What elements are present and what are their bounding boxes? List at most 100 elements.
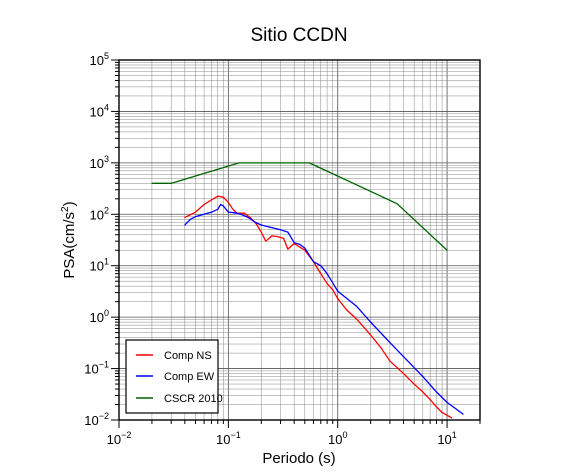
data-point-comp-ns [370, 334, 372, 336]
y-tick-label-base: 10 [90, 53, 104, 68]
data-point-comp-ns [320, 273, 322, 275]
data-point-cscr-2010 [238, 162, 240, 164]
y-tick-label-exponent: 5 [104, 51, 109, 61]
data-point-comp-ew [217, 208, 219, 210]
data-point-comp-ew [304, 247, 306, 249]
series-line-comp-ns [184, 195, 452, 419]
data-point-comp-ew [402, 356, 405, 358]
data-point-comp-ew [220, 203, 222, 206]
y-tick-label-base: 10 [84, 362, 98, 377]
data-point-cscr-2010 [396, 203, 398, 205]
data-point-comp-ns [217, 195, 219, 197]
data-point-comp-ns [222, 196, 224, 198]
data-point-comp-ns [441, 411, 443, 414]
data-point-comp-ew [271, 227, 273, 229]
x-tick-label-exponent: −1 [230, 430, 240, 440]
y-tick-label-base: 10 [90, 207, 104, 222]
data-point-comp-ns [299, 246, 301, 248]
series-comp-ns [184, 195, 453, 419]
x-tick-label-base: 10 [437, 432, 451, 447]
data-point-comp-ew [247, 216, 249, 218]
data-point-comp-ew [370, 321, 372, 323]
y-tick-label: 104 [90, 102, 109, 119]
data-point-comp-ns [402, 372, 405, 375]
axis-ticks [111, 59, 481, 428]
data-point-comp-ew [255, 222, 257, 224]
data-point-comp-ns [210, 199, 213, 201]
data-point-comp-ew [184, 224, 186, 226]
data-point-comp-ns [435, 406, 438, 408]
data-point-comp-ns [276, 235, 278, 238]
chart-title: Sitio CCDN [250, 25, 347, 46]
x-tick-label-base: 10 [107, 432, 121, 447]
y-tick-label-exponent: 3 [104, 154, 109, 164]
data-point-comp-ns [243, 212, 245, 214]
y-tick-label: 105 [90, 51, 109, 68]
data-point-comp-ns [451, 417, 453, 419]
data-point-comp-ew [203, 213, 205, 215]
y-tick-label-exponent: 1 [104, 257, 109, 267]
legend-label-comp-ns: Comp NS [164, 350, 212, 362]
data-point-comp-ns [332, 289, 334, 291]
data-point-comp-ew [389, 341, 391, 344]
plot-frame [118, 59, 481, 421]
y-tick-label: 101 [90, 257, 109, 274]
data-point-comp-ew [222, 205, 224, 207]
y-axis-label: PSA(cm/s2) [60, 201, 78, 278]
x-tick-label-base: 10 [216, 432, 230, 447]
x-tick-label: 10−1 [216, 430, 241, 447]
y-tick-label-base: 10 [90, 104, 104, 119]
y-axis-label-superscript: 2 [60, 206, 71, 212]
data-series [151, 162, 464, 419]
series-line-cscr-2010 [151, 162, 448, 251]
data-point-comp-ew [189, 218, 192, 220]
data-point-comp-ns [194, 211, 197, 213]
x-tick-labels: 10−2 10−1 100 101 [107, 430, 457, 447]
data-point-comp-ns [345, 309, 347, 311]
x-tick-label-exponent: 0 [342, 430, 347, 440]
x-tick-label-base: 10 [328, 432, 342, 447]
data-point-comp-ew [232, 211, 234, 214]
data-point-comp-ns [429, 398, 431, 401]
y-tick-label-exponent: 2 [104, 205, 109, 215]
x-tick-label-exponent: 1 [452, 430, 457, 440]
y-tick-label: 102 [90, 205, 109, 222]
y-tick-label-exponent: 4 [104, 102, 109, 112]
x-tick-label: 10−2 [107, 430, 132, 447]
y-tick-label-exponent: 0 [104, 308, 109, 318]
data-point-comp-ns [232, 208, 234, 210]
y-tick-label: 10−2 [84, 411, 109, 428]
data-point-comp-ns [184, 216, 186, 218]
y-axis-label-suffix: ) [61, 201, 78, 206]
x-axis-label: Periodo (s) [262, 450, 335, 467]
y-tick-label-exponent: −1 [99, 360, 109, 370]
data-point-comp-ew [337, 290, 339, 292]
legend: Comp NS Comp EW CSCR 2010 [125, 339, 223, 414]
data-point-comp-ew [446, 401, 448, 403]
data-point-comp-ns [380, 347, 382, 349]
data-point-comp-ew [462, 413, 464, 415]
x-tick-label: 100 [328, 430, 347, 447]
data-point-cscr-2010 [170, 182, 172, 184]
y-tick-label: 103 [90, 154, 109, 171]
series-cscr-2010 [151, 162, 448, 251]
x-tick-label: 101 [437, 430, 456, 447]
data-point-cscr-2010 [151, 182, 153, 184]
data-point-comp-ew [356, 306, 358, 308]
y-tick-label-base: 10 [84, 413, 98, 428]
y-tick-label-base: 10 [90, 259, 104, 274]
legend-label-comp-ew: Comp EW [164, 371, 215, 383]
data-point-comp-ns [326, 282, 328, 285]
y-tick-label-exponent: −2 [99, 411, 109, 421]
y-tick-label-base: 10 [90, 310, 104, 325]
data-point-comp-ew [422, 375, 424, 378]
data-point-comp-ew [287, 231, 289, 233]
data-point-comp-ew [279, 229, 282, 231]
data-point-comp-ew [227, 211, 229, 213]
data-point-comp-ew [260, 224, 262, 226]
y-tick-label-base: 10 [90, 156, 104, 171]
x-tick-label-exponent: −2 [121, 430, 131, 440]
data-point-comp-ew [194, 216, 197, 218]
data-point-comp-ns [422, 391, 424, 393]
